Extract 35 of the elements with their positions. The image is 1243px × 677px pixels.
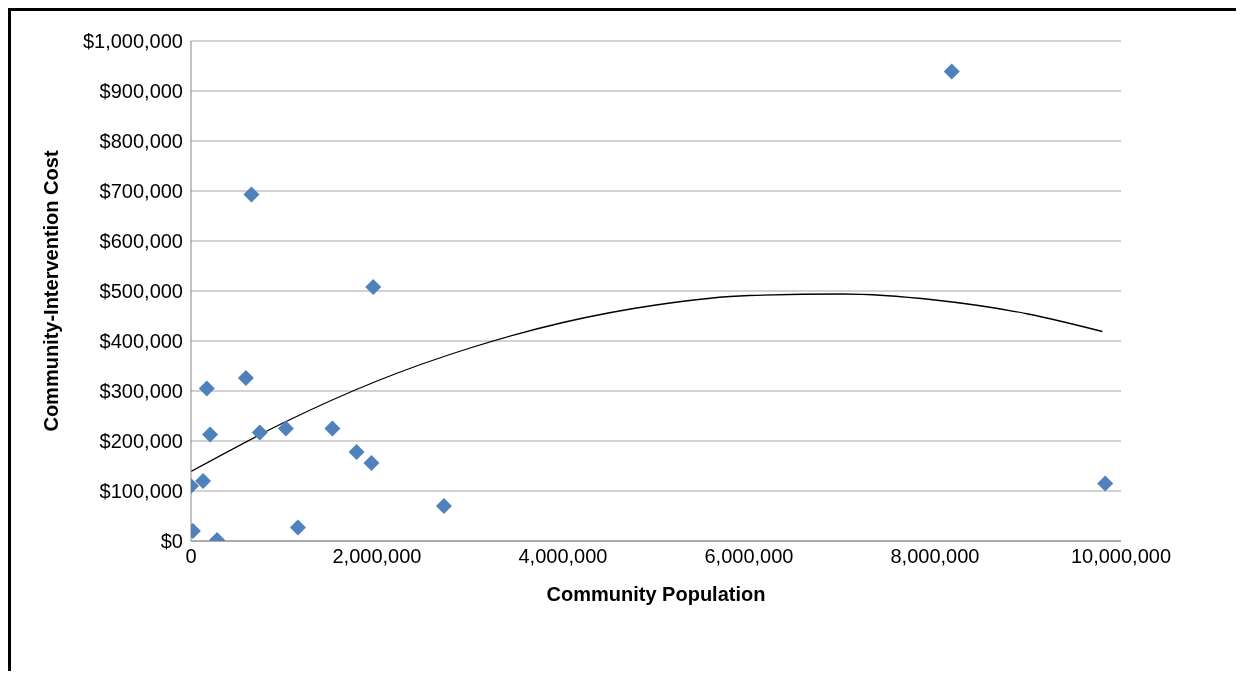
y-tick-label: $300,000 [99,380,183,403]
y-axis-title: Community-Intervention Cost [40,150,63,432]
y-tick-label: $0 [160,530,183,553]
y-tick-label: $1,000,000 [82,30,183,53]
point [202,426,219,443]
x-axis-title: Community Population [546,583,766,605]
point [348,444,365,460]
x-tick-label: 4,000,000 [518,545,608,568]
x-tick-label: 2,000,000 [332,545,422,568]
point [195,473,212,489]
y-tick-label: $600,000 [99,230,183,253]
point [1097,475,1114,492]
y-tick-label: $200,000 [99,430,183,453]
y-tick-label: $900,000 [99,80,183,103]
point [324,420,341,437]
x-tick-label: 10,000,000 [1070,545,1172,568]
point [365,279,382,295]
point [363,455,380,471]
y-tick-label: $500,000 [99,280,183,303]
x-tick-label: 0 [185,545,197,568]
point [243,186,260,203]
point [289,519,306,536]
x-tick-label: 8,000,000 [890,545,980,568]
point [198,380,215,397]
point [943,63,960,80]
y-tick-label: $400,000 [99,330,183,353]
point [237,370,254,386]
y-tick-label: $700,000 [99,180,183,203]
y-tick-label: $800,000 [99,130,183,153]
x-tick-label: 6,000,000 [704,545,794,568]
point [251,424,268,441]
y-tick-label: $100,000 [99,480,183,503]
point [277,420,294,437]
line-series [191,293,1104,473]
point [435,498,452,514]
